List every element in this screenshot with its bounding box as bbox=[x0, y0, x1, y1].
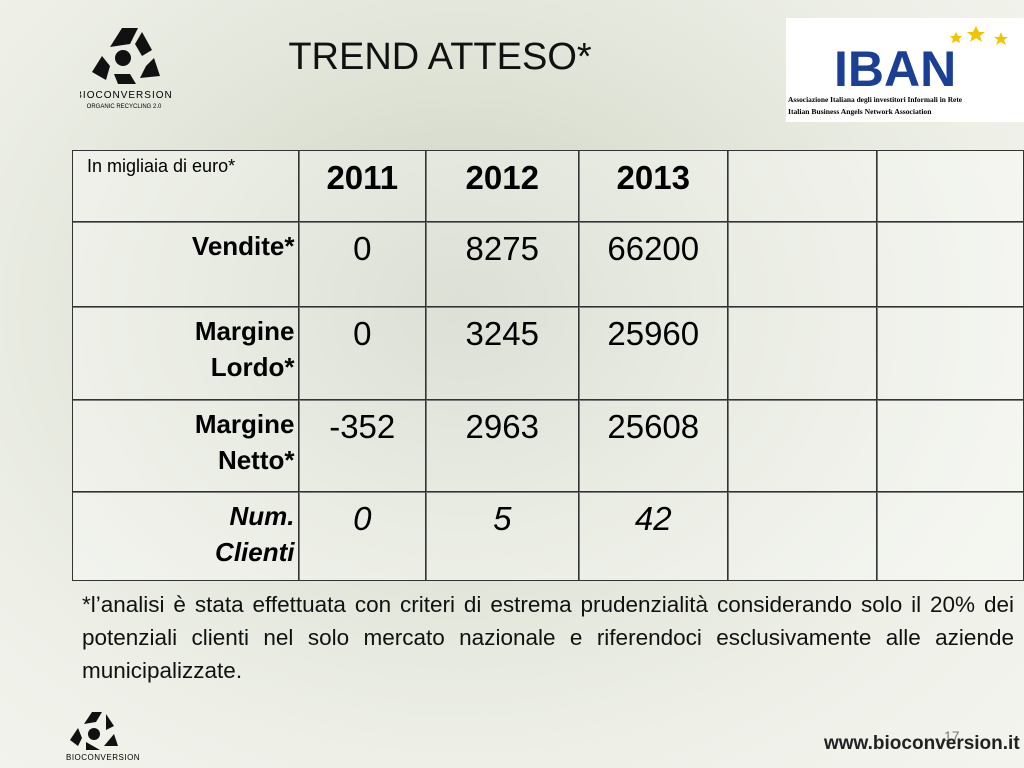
page-number: 17 bbox=[944, 728, 960, 744]
table-cell: 0 bbox=[298, 221, 427, 308]
cell-text: Margine Netto* bbox=[194, 409, 295, 475]
iban-line: Associazione Italiana degli investitori … bbox=[788, 95, 963, 104]
table-cell bbox=[876, 306, 1024, 401]
cell-text: 66200 bbox=[607, 230, 700, 267]
table-cell: In migliaia di euro* bbox=[72, 150, 300, 223]
cell-text: Vendite* bbox=[191, 231, 295, 261]
table-cell: 25608 bbox=[578, 399, 729, 493]
table-cell: 2013 bbox=[578, 150, 729, 223]
footer-logo: BIOCONVERSION bbox=[66, 712, 140, 762]
footer-logo-name: BIOCONVERSION bbox=[66, 753, 140, 762]
footnote: *l’analisi è stata effettuata con criter… bbox=[82, 592, 1014, 683]
table-cell: 5 bbox=[425, 491, 580, 581]
table-cell: 0 bbox=[298, 491, 427, 581]
cell-text: 25960 bbox=[607, 315, 700, 352]
cell-text: Num. Clienti bbox=[215, 501, 295, 567]
cell-text: 0 bbox=[353, 230, 372, 267]
table-cell: 25960 bbox=[578, 306, 729, 401]
logo-tagline: ORGANIC RECYCLING 2.0 bbox=[87, 104, 162, 110]
table-cell: 3245 bbox=[425, 306, 580, 401]
table-cell bbox=[876, 399, 1024, 493]
iban-logo: IBAN Associazione Italiana degli investi… bbox=[786, 18, 1024, 122]
table-cell: 2963 bbox=[425, 399, 580, 493]
table-cell: Vendite* bbox=[72, 221, 300, 308]
cell-text: 42 bbox=[634, 500, 672, 537]
cell-text: 3245 bbox=[465, 315, 539, 352]
table-cell: 42 bbox=[578, 491, 729, 581]
table-cell: Margine Netto* bbox=[72, 399, 300, 493]
table-cell: 2011 bbox=[298, 150, 427, 223]
cell-text: 8275 bbox=[465, 230, 539, 267]
cell-text: 2963 bbox=[465, 408, 539, 445]
cell-text: -352 bbox=[329, 408, 396, 445]
cell-text: 2013 bbox=[616, 159, 690, 196]
table-cell: Margine Lordo* bbox=[72, 306, 300, 401]
table-cell bbox=[876, 221, 1024, 308]
table-cell bbox=[876, 150, 1024, 223]
cell-text: In migliaia di euro* bbox=[87, 156, 236, 176]
cell-text: 2011 bbox=[326, 159, 399, 196]
cell-text: 25608 bbox=[607, 408, 700, 445]
cell-text: 2012 bbox=[465, 159, 539, 196]
cell-text: 5 bbox=[493, 500, 512, 537]
table-cell: 2012 bbox=[425, 150, 580, 223]
iban-line: Italian Business Angels Network Associat… bbox=[788, 107, 932, 116]
cell-text: Margine Lordo* bbox=[194, 316, 295, 382]
title: TREND ATTESO* bbox=[288, 36, 592, 78]
cell-text: 0 bbox=[353, 315, 372, 352]
table-cell bbox=[727, 306, 878, 401]
table-cell bbox=[876, 491, 1024, 581]
table-cell: 8275 bbox=[425, 221, 580, 308]
table-cell: 0 bbox=[298, 306, 427, 401]
table-cell bbox=[727, 399, 878, 493]
table-cell: 66200 bbox=[578, 221, 729, 308]
table-cell bbox=[727, 491, 878, 581]
iban-name: IBAN bbox=[834, 41, 956, 97]
url: www.bioconversion.it bbox=[824, 733, 1020, 754]
logo-name: BIOCONVERSION bbox=[80, 90, 173, 101]
bioconversion-logo: BIOCONVERSION ORGANIC RECYCLING 2.0 bbox=[80, 28, 173, 110]
table-cell: Num. Clienti bbox=[72, 491, 300, 581]
cell-text: 0 bbox=[353, 500, 372, 537]
table-cell bbox=[727, 221, 878, 308]
table-cell: -352 bbox=[298, 399, 427, 493]
table-cell bbox=[727, 150, 878, 223]
